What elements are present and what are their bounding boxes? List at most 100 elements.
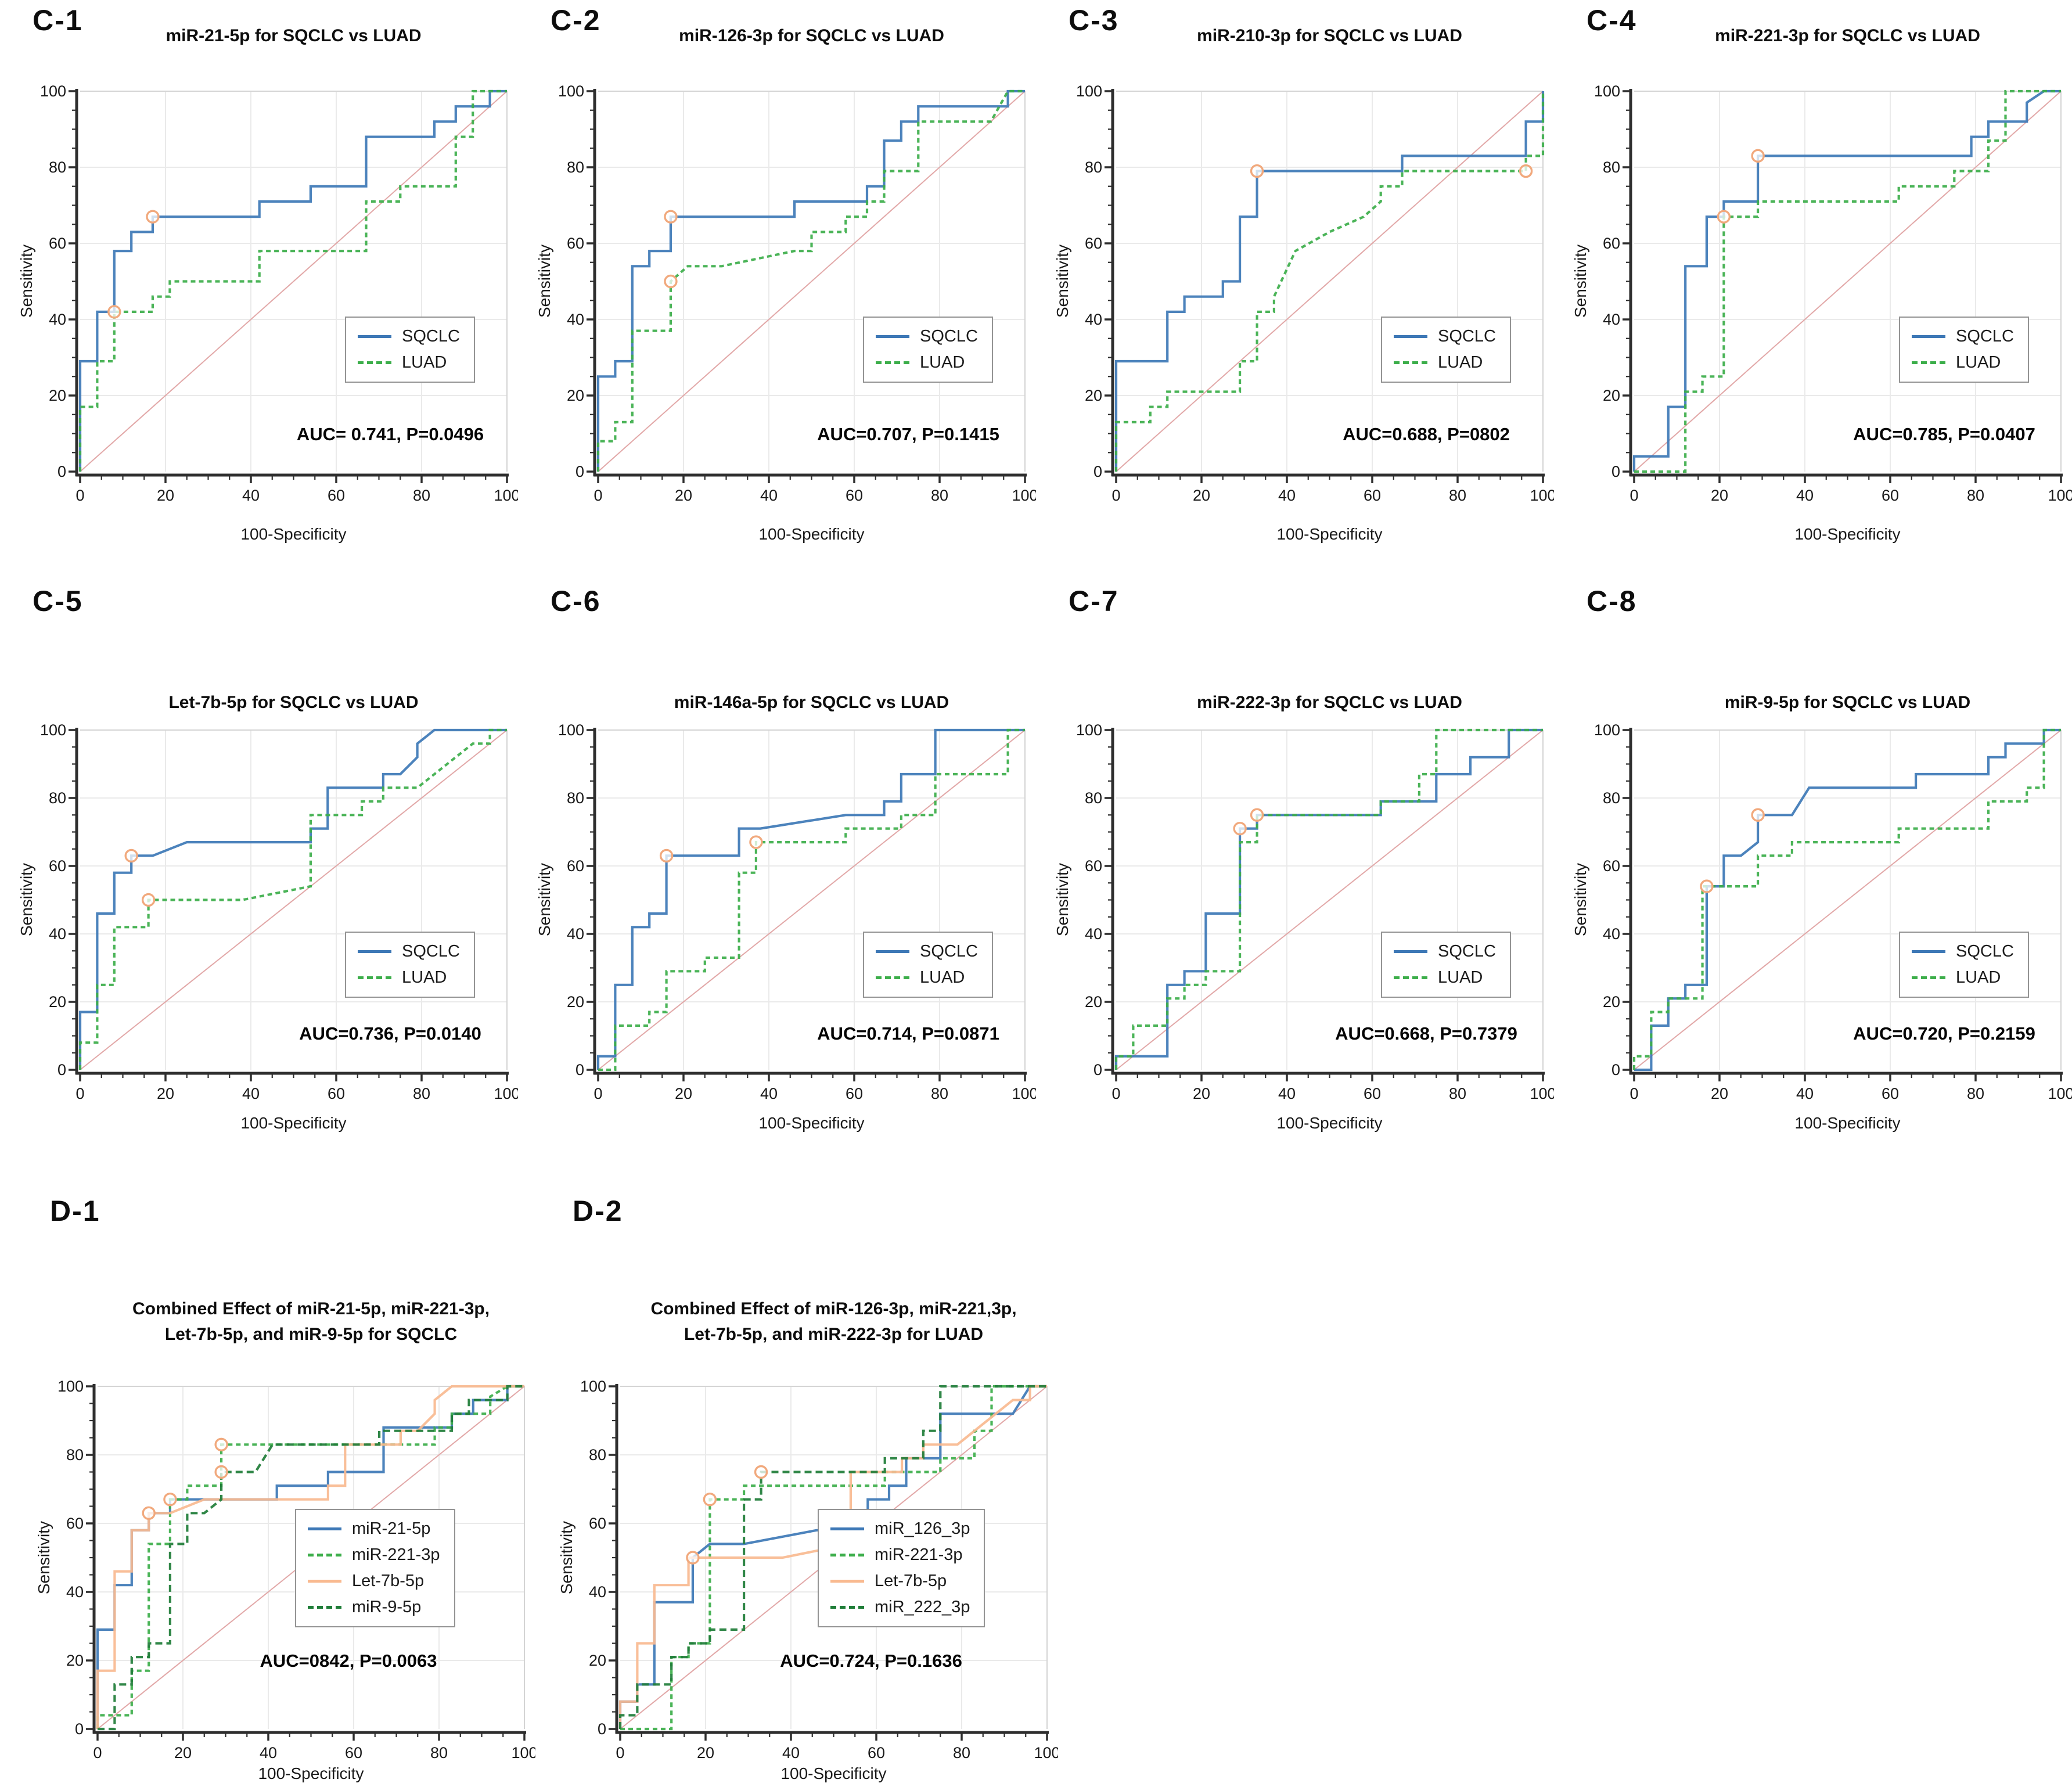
operating-point-marker [163, 1492, 177, 1507]
legend-box: SQCLC LUAD [863, 317, 993, 383]
x-tick-label: 0 [93, 1744, 102, 1762]
y-tick-label: 20 [567, 387, 584, 404]
legend-line-sample [1912, 361, 1945, 364]
x-tick-label: 60 [846, 1085, 863, 1102]
y-tick-label: 40 [1603, 925, 1620, 943]
operating-point-marker [142, 1506, 156, 1520]
diagonal-reference-line [1634, 729, 2062, 1070]
x-tick-label: 80 [1449, 1085, 1466, 1102]
legend-item-label: SQCLC [1438, 327, 1496, 346]
chart-title: miR-222-3p for SQCLC vs LUAD [1197, 693, 1462, 712]
legend-item-label: Let-7b-5p [352, 1572, 425, 1590]
legend-item-label: LUAD [920, 353, 965, 372]
y-tick-label: 100 [558, 721, 584, 739]
x-tick-label: 80 [413, 487, 430, 504]
legend-line-sample [1394, 950, 1427, 953]
y-tick-label: 60 [66, 1515, 84, 1532]
x-tick-label: 40 [760, 487, 778, 504]
operating-point-marker [1717, 210, 1731, 224]
chart-title: miR-21-5p for SQCLC vs LUAD [166, 26, 422, 45]
y-tick-label: 0 [1093, 1061, 1102, 1079]
x-tick-label: 80 [413, 1085, 430, 1102]
y-tick-label: 60 [567, 857, 584, 875]
y-tick-label: 80 [1603, 159, 1620, 176]
x-tick-label: 100 [2048, 1085, 2072, 1102]
operating-point-marker [124, 849, 138, 863]
x-tick-label: 20 [675, 487, 692, 504]
legend-item: SQCLC [358, 327, 460, 346]
legend-item: LUAD [1394, 968, 1496, 987]
operating-point-marker [1250, 808, 1264, 822]
x-axis-label: 100-Specificity [1794, 525, 1901, 543]
legend-line-sample [308, 1606, 341, 1609]
panel-label: C-6 [551, 585, 601, 617]
x-tick-label: 40 [242, 1085, 260, 1102]
y-tick-label: 100 [580, 1378, 606, 1395]
x-tick-label: 40 [782, 1744, 800, 1762]
roc-curve [1114, 728, 1543, 1070]
y-tick-label: 0 [1093, 463, 1102, 480]
roc-panel: C-2 miR-126-3p for SQCLC vs LUAD Sensiti… [518, 0, 1036, 581]
x-tick-label: 60 [328, 1085, 345, 1102]
auc-annotation: AUC=0.736, P=0.0140 [299, 1023, 481, 1044]
legend-item-label: LUAD [920, 968, 965, 987]
roc-plot: 00 20 20 40 40 60 60 80 80 100 100 [40, 721, 518, 1102]
x-tick-label: 80 [953, 1744, 970, 1762]
x-tick-label: 60 [345, 1744, 362, 1762]
y-tick-label: 80 [567, 789, 584, 807]
x-tick-label: 0 [75, 1085, 84, 1102]
auc-annotation: AUC=0.714, P=0.0871 [817, 1023, 999, 1044]
legend-item-label: SQCLC [1438, 942, 1496, 961]
auc-annotation: AUC=0.668, P=0.7379 [1335, 1023, 1517, 1044]
legend-line-sample [830, 1606, 864, 1609]
y-tick-label: 80 [567, 159, 584, 176]
x-tick-label: 100 [1530, 487, 1554, 504]
legend-item: miR-9-5p [308, 1598, 440, 1617]
legend-line-sample [830, 1580, 864, 1583]
x-tick-label: 40 [1796, 487, 1814, 504]
legend-item-label: SQCLC [1956, 942, 2014, 961]
panel-label: C-2 [551, 4, 601, 37]
x-tick-label: 20 [697, 1744, 714, 1762]
x-tick-label: 80 [931, 487, 948, 504]
y-tick-label: 100 [558, 82, 584, 100]
y-tick-label: 20 [1603, 993, 1620, 1011]
x-tick-label: 100 [1530, 1085, 1554, 1102]
legend-line-sample [1912, 335, 1945, 338]
x-tick-label: 20 [1193, 1085, 1210, 1102]
chart-title: miR-210-3p for SQCLC vs LUAD [1197, 26, 1462, 45]
roc-panel: C-1 miR-21-5p for SQCLC vs LUAD Sensitiv… [0, 0, 518, 581]
legend-line-sample [358, 976, 391, 979]
operating-point-marker [754, 1465, 768, 1479]
y-tick-label: 60 [1085, 235, 1102, 252]
x-tick-label: 60 [1882, 1085, 1899, 1102]
y-tick-label: 100 [40, 721, 66, 739]
legend-item-label: SQCLC [1956, 327, 2014, 346]
chart-title: miR-9-5p for SQCLC vs LUAD [1724, 693, 1971, 712]
roc-curve [1632, 728, 2061, 1070]
legend-box: miR_126_3p miR-221-3p Let-7b-5p miR_222_… [818, 1509, 985, 1627]
legend-line-sample [876, 361, 909, 364]
y-tick-label: 0 [1611, 1061, 1620, 1079]
x-tick-label: 40 [242, 487, 260, 504]
legend-item: LUAD [876, 968, 978, 987]
legend-line-sample [1912, 950, 1945, 953]
y-tick-label: 20 [589, 1652, 606, 1669]
chart-title: Let-7b-5p for SQCLC vs LUAD [168, 693, 419, 712]
x-tick-label: 0 [1111, 1085, 1120, 1102]
y-tick-label: 80 [589, 1446, 606, 1464]
legend-item: SQCLC [1394, 942, 1496, 961]
roc-plot: 00 20 20 40 40 60 60 80 80 100 100 [57, 1378, 535, 1762]
y-tick-label: 20 [1603, 387, 1620, 404]
y-tick-label: 40 [66, 1583, 84, 1601]
diagonal-reference-line [80, 729, 508, 1070]
x-axis-label: 100-Specificity [1794, 1114, 1901, 1132]
roc-curve [1632, 89, 2061, 472]
chart-title: miR-126-3p for SQCLC vs LUAD [679, 26, 944, 45]
legend-box: SQCLC LUAD [345, 317, 475, 383]
x-tick-label: 0 [593, 487, 602, 504]
auc-annotation: AUC=0842, P=0.0063 [260, 1651, 437, 1671]
roc-plot: 00 20 20 40 40 60 60 80 80 100 100 [1076, 82, 1554, 504]
roc-panel: C-8 miR-9-5p for SQCLC vs LUAD Sensitivi… [1554, 581, 2072, 1179]
y-tick-label: 0 [57, 1061, 66, 1079]
